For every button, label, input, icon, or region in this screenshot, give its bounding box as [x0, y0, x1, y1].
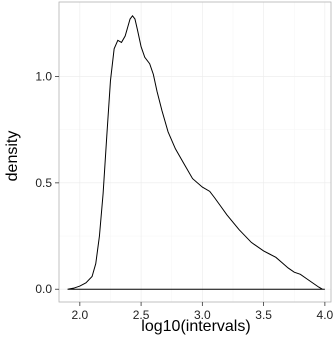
axis-ticks	[55, 76, 326, 306]
grid	[59, 2, 331, 302]
x-axis-title: log10(intervals)	[141, 318, 250, 335]
y-axis-title: density	[4, 131, 21, 182]
x-tick-label: 3.5	[255, 308, 272, 322]
x-tick-label: 3.0	[194, 308, 211, 322]
plot-panel	[58, 1, 332, 303]
y-tick-label: 1.0	[35, 69, 52, 83]
density-curve	[67, 15, 325, 290]
x-tick-label: 2.0	[71, 308, 88, 322]
tick-labels: 2.0 2.5 3.0 3.5 4.0 0.0 0.5 1.0	[35, 69, 333, 322]
series-layer	[67, 15, 325, 290]
x-tick-label: 4.0	[317, 308, 334, 322]
y-tick-label: 0.5	[35, 176, 52, 190]
y-tick-label: 0.0	[35, 282, 52, 296]
x-tick-label: 2.5	[133, 308, 150, 322]
